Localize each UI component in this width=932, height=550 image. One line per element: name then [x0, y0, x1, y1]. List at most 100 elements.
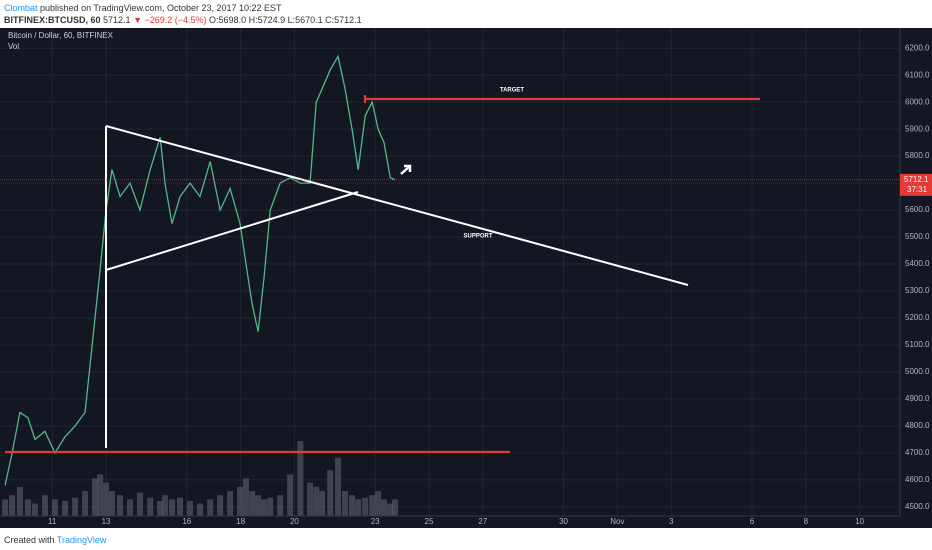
x-tick-label: 20 — [290, 517, 299, 526]
x-tick-label: 11 — [48, 517, 57, 526]
x-tick-label: 25 — [425, 517, 434, 526]
volume-bar — [207, 499, 214, 516]
volume-bar — [161, 495, 168, 516]
volume-bar — [82, 491, 89, 516]
volume-bar — [168, 499, 175, 516]
y-tick-label: 4500.0 — [905, 502, 930, 511]
arrow — [400, 164, 412, 175]
y-tick-label: 5400.0 — [905, 259, 930, 268]
volume-bar — [387, 503, 394, 516]
footer: Created with TradingView — [4, 530, 106, 550]
volume-bar — [227, 491, 234, 516]
volume-bar — [157, 501, 164, 516]
y-tick-label: 5200.0 — [905, 313, 930, 322]
volume-bar — [187, 501, 194, 516]
volume-bar — [117, 495, 124, 516]
chart: TARGET SUPPORT Bitcoin / Dollar, 60, BIT… — [0, 28, 932, 528]
volume-bar — [261, 499, 268, 516]
volume-bar — [196, 503, 203, 516]
volume-bar — [392, 499, 399, 516]
annotation: SUPPORT — [463, 234, 492, 240]
volume-bar — [108, 491, 115, 516]
x-tick-label: 27 — [478, 517, 487, 526]
x-tick-label: 16 — [182, 517, 191, 526]
volume-bar — [327, 470, 334, 516]
y-tick-label: 4700.0 — [905, 448, 930, 457]
x-tick-label: 23 — [371, 517, 380, 526]
volume-bar — [72, 497, 79, 516]
published: published on TradingView.com, October 23… — [40, 3, 282, 13]
annotation: TARGET — [500, 88, 525, 94]
price: 5712.1 — [103, 15, 131, 25]
volume-bar — [147, 497, 154, 516]
chart-title: Bitcoin / Dollar, 60, BITFINEX — [8, 31, 114, 40]
volume-bar — [349, 495, 356, 516]
volume-bar — [287, 474, 294, 516]
price-line — [4, 54, 396, 486]
x-tick-label: 6 — [750, 517, 755, 526]
volume-bar — [297, 441, 304, 516]
volume-bar — [217, 495, 224, 516]
volume-bar — [355, 499, 362, 516]
author[interactable]: Clombat — [4, 3, 38, 13]
volume-bar — [307, 482, 314, 516]
volume-bar — [362, 497, 369, 516]
volume-bar — [369, 495, 376, 516]
y-tick-label: 4600.0 — [905, 475, 930, 484]
volume-bar — [62, 501, 69, 516]
change: ▼ −269.2 (−4.5%) — [133, 15, 207, 25]
volume-bar — [375, 491, 382, 516]
volume-bar — [313, 486, 320, 516]
volume-bar — [342, 491, 349, 516]
x-tick-label: 8 — [804, 517, 809, 526]
y-tick-label: 4800.0 — [905, 421, 930, 430]
volume-bar — [31, 503, 38, 516]
trendline — [105, 191, 359, 271]
volume-bar — [237, 486, 244, 516]
y-tick-label: 6100.0 — [905, 70, 930, 79]
volume-bar — [126, 499, 133, 516]
y-tick-label: 5800.0 — [905, 151, 930, 160]
y-tick-label: 6200.0 — [905, 43, 930, 52]
y-tick-label: 5100.0 — [905, 340, 930, 349]
volume-bar — [242, 478, 249, 516]
y-tick-label: 5600.0 — [905, 205, 930, 214]
created: Created with — [4, 535, 55, 545]
symbol: BITFINEX:BTCUSD, 60 — [4, 15, 101, 25]
x-tick-label: 10 — [855, 517, 864, 526]
header: Clombat published on TradingView.com, Oc… — [0, 0, 932, 28]
x-tick-label: 13 — [102, 517, 111, 526]
volume-bar — [2, 499, 9, 516]
volume-bar — [381, 499, 388, 516]
trendline — [105, 125, 689, 286]
levels — [5, 95, 760, 454]
brand[interactable]: TradingView — [56, 535, 107, 545]
volume-label: Vol — [8, 42, 19, 51]
volume-bar — [255, 495, 262, 516]
y-tick-label: 4900.0 — [905, 394, 930, 403]
y-tick-label: 6000.0 — [905, 97, 930, 106]
volume-bar — [267, 497, 274, 516]
x-tick-label: 3 — [669, 517, 674, 526]
volume-bar — [9, 495, 16, 516]
last-price-label: 5712.1 — [904, 175, 929, 184]
volume-bar — [103, 482, 110, 516]
volume-bar — [136, 492, 143, 516]
volume-bar — [24, 499, 31, 516]
volume-bar — [249, 491, 256, 516]
volume-bar — [177, 497, 184, 516]
volume-bar — [335, 457, 342, 516]
countdown: 37:31 — [907, 185, 928, 194]
x-tick-label: 18 — [236, 517, 245, 526]
volume-bar — [92, 478, 99, 516]
x-tick-label: 30 — [559, 517, 568, 526]
chart-bg — [0, 28, 932, 528]
volume-bar — [319, 491, 326, 516]
ohlc: O:5698.0 H:5724.9 L:5670.1 C:5712.1 — [209, 15, 362, 25]
y-tick-label: 5900.0 — [905, 124, 930, 133]
volume-bar — [51, 499, 58, 516]
volume-bar — [277, 495, 284, 516]
y-tick-label: 5500.0 — [905, 232, 930, 241]
x-tick-label: Nov — [610, 517, 624, 526]
